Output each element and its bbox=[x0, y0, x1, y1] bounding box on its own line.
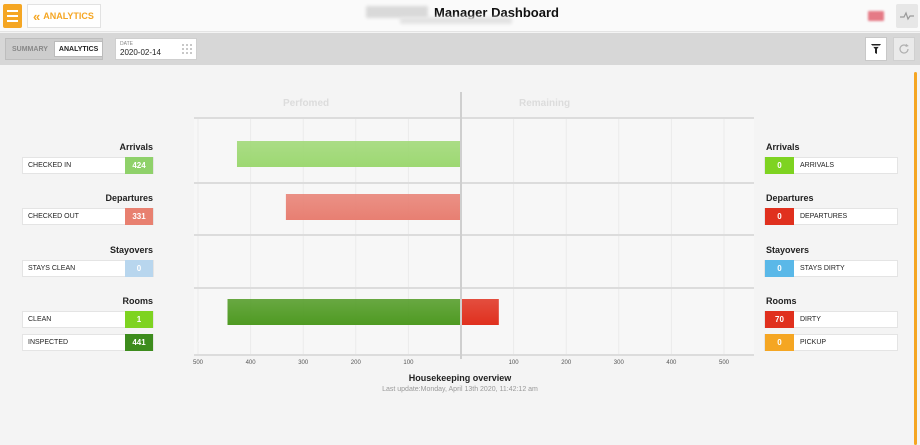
checked-in-value: 424 bbox=[125, 157, 153, 174]
stays-clean-stat[interactable]: STAYS CLEAN 0 bbox=[22, 260, 154, 277]
filter-funnel-icon bbox=[871, 44, 881, 54]
right-stayovers-title: Stayovers bbox=[766, 245, 810, 255]
x-tick-label: 100 bbox=[509, 360, 520, 366]
date-label: DATE bbox=[120, 41, 133, 47]
stays-clean-value: 0 bbox=[125, 260, 153, 277]
chart-last-update: Last update:Monday, April 13th 2020, 11:… bbox=[382, 386, 538, 393]
checked-out-label: CHECKED OUT bbox=[28, 213, 79, 220]
inspected-stat[interactable]: INSPECTED 441 bbox=[22, 334, 154, 351]
departures-remaining-label: DEPARTURES bbox=[800, 213, 848, 220]
dirty-label: DIRTY bbox=[800, 316, 821, 323]
tab-summary[interactable]: SUMMARY bbox=[12, 45, 48, 53]
x-tick-label: 300 bbox=[614, 360, 625, 366]
checked-in-stat[interactable]: CHECKED IN 424 bbox=[22, 157, 154, 174]
clean-label: CLEAN bbox=[28, 316, 52, 323]
departures-remaining-stat[interactable]: 0 DEPARTURES bbox=[764, 208, 898, 225]
remaining-bar bbox=[462, 299, 499, 325]
blurred-property-name bbox=[366, 6, 428, 18]
x-tick-label: 200 bbox=[351, 360, 362, 366]
arrivals-remaining-stat[interactable]: 0 ARRIVALS bbox=[764, 157, 898, 174]
pickup-value: 0 bbox=[765, 334, 794, 351]
user-flag-icon[interactable] bbox=[868, 11, 884, 21]
filter-button[interactable] bbox=[865, 37, 887, 61]
departures-remaining-value: 0 bbox=[765, 208, 794, 225]
back-button-label: ANALYTICS bbox=[43, 11, 94, 21]
left-arrivals-title: Arrivals bbox=[119, 142, 153, 152]
checked-out-stat[interactable]: CHECKED OUT 331 bbox=[22, 208, 154, 225]
remaining-label: Remaining bbox=[519, 98, 571, 109]
back-button[interactable]: « ANALYTICS bbox=[27, 4, 101, 28]
double-chevron-left-icon: « bbox=[33, 8, 40, 24]
left-rooms-title: Rooms bbox=[122, 296, 153, 306]
x-tick-label: 500 bbox=[719, 360, 730, 366]
right-rooms-title: Rooms bbox=[766, 296, 797, 306]
clean-stat[interactable]: CLEAN 1 bbox=[22, 311, 154, 328]
hamburger-menu-button[interactable] bbox=[3, 4, 22, 28]
menu-icon-bar bbox=[7, 10, 18, 12]
performed-bar bbox=[285, 194, 460, 220]
dirty-value: 70 bbox=[765, 311, 794, 328]
x-tick-label: 400 bbox=[246, 360, 257, 366]
app-header: « ANALYTICS Manager Dashboard bbox=[0, 0, 920, 32]
stays-dirty-value: 0 bbox=[765, 260, 794, 277]
performed-bar bbox=[227, 299, 460, 325]
stays-clean-label: STAYS CLEAN bbox=[28, 265, 76, 272]
menu-icon-bar bbox=[7, 15, 18, 17]
dirty-stat[interactable]: 70 DIRTY bbox=[764, 311, 898, 328]
inspected-value: 441 bbox=[125, 334, 153, 351]
right-arrivals-title: Arrivals bbox=[766, 142, 800, 152]
x-tick-label: 500 bbox=[193, 360, 204, 366]
activity-pulse-icon bbox=[900, 11, 914, 21]
page-title: Manager Dashboard bbox=[434, 5, 559, 20]
toolbar: SUMMARY ANALYTICS DATE 2020-02-14 bbox=[0, 33, 920, 65]
clean-value: 1 bbox=[125, 311, 153, 328]
left-stayovers-title: Stayovers bbox=[109, 245, 153, 255]
stays-dirty-label: STAYS DIRTY bbox=[800, 265, 845, 272]
refresh-icon bbox=[899, 43, 909, 54]
x-tick-label: 200 bbox=[561, 360, 572, 366]
blurred-property-subtitle bbox=[400, 17, 512, 24]
checked-out-value: 331 bbox=[125, 208, 153, 225]
chart-title: Housekeeping overview bbox=[408, 373, 512, 383]
inspected-label: INSPECTED bbox=[28, 339, 69, 346]
right-departures-title: Departures bbox=[766, 193, 814, 203]
refresh-button[interactable] bbox=[893, 37, 915, 61]
checked-in-label: CHECKED IN bbox=[28, 162, 72, 169]
calendar-grid-icon bbox=[182, 44, 192, 54]
view-switcher: SUMMARY ANALYTICS bbox=[5, 38, 104, 60]
arrivals-remaining-label: ARRIVALS bbox=[800, 162, 835, 169]
arrivals-remaining-value: 0 bbox=[765, 157, 794, 174]
stays-dirty-stat[interactable]: 0 STAYS DIRTY bbox=[764, 260, 898, 277]
left-departures-title: Departures bbox=[105, 193, 153, 203]
pickup-stat[interactable]: 0 PICKUP bbox=[764, 334, 898, 351]
x-tick-label: 400 bbox=[666, 360, 677, 366]
x-tick-label: 300 bbox=[298, 360, 309, 366]
tab-analytics[interactable]: ANALYTICS bbox=[53, 41, 104, 57]
date-picker[interactable]: DATE 2020-02-14 bbox=[115, 38, 197, 60]
menu-icon-bar bbox=[7, 20, 18, 22]
activity-button[interactable] bbox=[896, 4, 918, 28]
pickup-label: PICKUP bbox=[800, 339, 827, 346]
scrollbar[interactable] bbox=[914, 72, 917, 445]
performed-bar bbox=[236, 141, 460, 167]
x-tick-label: 100 bbox=[403, 360, 414, 366]
performed-label: Perfomed bbox=[283, 98, 330, 109]
date-value: 2020-02-14 bbox=[120, 48, 161, 57]
title-area: Manager Dashboard bbox=[366, 3, 559, 29]
